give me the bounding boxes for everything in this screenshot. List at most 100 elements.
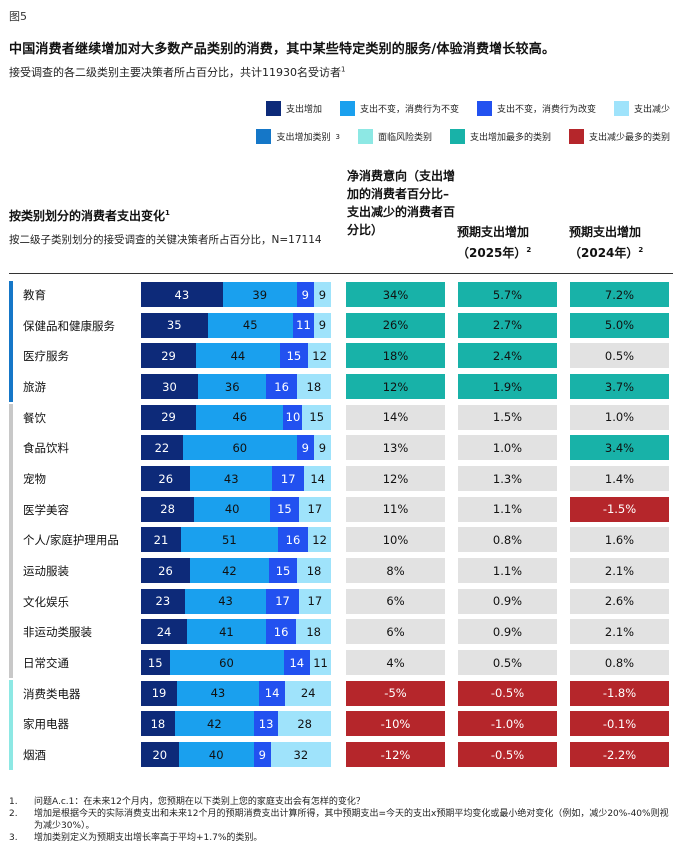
expected-2024-cell: 7.2%	[570, 282, 669, 307]
bar-segment-2: 60	[169, 650, 284, 676]
bar-segment-3: 9	[296, 282, 314, 307]
bar-segment-3: 14	[258, 680, 286, 706]
bar-segment-3: 15	[279, 343, 309, 369]
bar-segment-4: 11	[310, 650, 331, 676]
footnote: 3. 增加类别定义为预期支出增长率高于平均+1.7%的类别。	[9, 832, 674, 844]
net-intent-cell: -12%	[346, 742, 445, 768]
column-header-2025-footnote-mark: 2	[526, 246, 532, 254]
footnote-number: 1.	[9, 797, 18, 807]
legend-swatch	[449, 129, 465, 144]
footnote-text: 问题A.c.1：在未来12个月内，您预期在以下类别上您的家庭支出会有怎样的变化？	[34, 797, 365, 807]
bar-segment-3: 14	[283, 650, 311, 676]
footnote-text: 增加是根据今天的实际消费支出和未来12个月的预期消费支出计算所得，其中预期支出=…	[34, 809, 669, 831]
expected-2024-cell: 1.4%	[570, 466, 669, 492]
table-row: 运动服装 26 42 15 18 8% 1.1% 2.1%	[0, 556, 680, 587]
bar-segment-4: 9	[313, 435, 331, 461]
bar-segment-1: 23	[141, 588, 185, 614]
chart-title: 中国消费者继续增加对大多数产品类别的消费，其中某些特定类别的服务/体验消费增长较…	[9, 42, 556, 57]
stacked-bar: 26 42 15 18	[141, 558, 331, 584]
legend-swatch	[613, 101, 629, 116]
expected-2025-cell: 1.9%	[458, 374, 557, 399]
expected-2025-cell: 2.7%	[458, 312, 557, 338]
expected-2025-cell: 0.8%	[458, 527, 557, 553]
stacked-bar: 22 60 9 9	[141, 435, 331, 461]
bar-segment-2: 45	[207, 312, 293, 338]
legend-label: 支出不变，消费行为改变	[496, 105, 596, 115]
bar-segment-2: 40	[178, 742, 254, 768]
legend-row-categories: 支出增加类别 3 面临风险类别 支出增加最多的类别 支出减少最多的类别	[256, 129, 670, 144]
legend-row-bars: 支出增加 支出不变，消费行为不变 支出不变，消费行为改变 支出减少	[265, 101, 670, 116]
bar-segment-2: 44	[196, 343, 280, 369]
legend-bars-item-1: 支出不变，消费行为不变	[339, 101, 459, 116]
group-indicator-bar	[9, 679, 13, 770]
table-row: 医疗服务 29 44 15 12 18% 2.4% 0.5%	[0, 341, 680, 372]
expected-2025-cell: 1.1%	[458, 496, 557, 522]
expected-2024-cell: -1.8%	[570, 680, 669, 706]
legend-categories-item-0: 支出增加类别 3	[256, 129, 340, 144]
table-row: 非运动类服装 24 41 16 18 6% 0.9% 2.1%	[0, 617, 680, 648]
category-label: 个人/家庭护理用品	[23, 533, 119, 548]
stacked-bar: 43 39 9 9	[141, 282, 331, 307]
bar-segment-3: 15	[268, 558, 298, 584]
figure-label: 图5	[9, 10, 27, 23]
footnote: 1. 问题A.c.1：在未来12个月内，您预期在以下类别上您的家庭支出会有怎样的变…	[9, 796, 674, 808]
net-intent-cell: 4%	[346, 650, 445, 676]
bar-segment-3: 16	[265, 619, 297, 645]
table-row: 教育 43 39 9 9 34% 5.7% 7.2%	[0, 280, 680, 311]
net-intent-cell: 34%	[346, 282, 445, 307]
bar-segment-2: 39	[222, 282, 297, 307]
bar-segment-1: 35	[141, 312, 208, 338]
expected-2025-cell: 1.1%	[458, 558, 557, 584]
legend-categories-item-3: 支出减少最多的类别	[568, 129, 670, 144]
legend-bars-item-2: 支出不变，消费行为改变	[476, 101, 596, 116]
bar-segment-1: 18	[141, 711, 175, 737]
bar-segment-4: 15	[302, 404, 331, 430]
bar-segment-4: 24	[285, 680, 331, 706]
stacked-bar: 20 40 9 32	[141, 742, 331, 768]
column-header-2024-footnote-mark: 2	[638, 246, 644, 254]
bar-segment-3: 9	[296, 435, 314, 461]
legend-categories-item-2: 支出增加最多的类别	[449, 129, 551, 144]
table-row: 个人/家庭护理用品 21 51 16 12 10% 0.8% 1.6%	[0, 525, 680, 556]
legend-footnote-mark: 3	[335, 132, 340, 141]
expected-2025-cell: -0.5%	[458, 680, 557, 706]
expected-2025-cell: -0.5%	[458, 742, 557, 768]
category-label: 餐饮	[23, 410, 46, 425]
stacked-bar: 21 51 16 12	[141, 527, 331, 553]
net-intent-cell: 12%	[346, 374, 445, 399]
legend-categories-item-1: 面临风险类别	[357, 129, 432, 144]
bar-segment-1: 22	[141, 435, 183, 461]
bar-segment-2: 43	[190, 466, 273, 492]
table-row: 食品饮料 22 60 9 9 13% 1.0% 3.4%	[0, 433, 680, 464]
table-row: 烟酒 20 40 9 32 -12% -0.5% -2.2%	[0, 740, 680, 771]
expected-2024-cell: 3.7%	[570, 374, 669, 399]
header-divider	[9, 273, 673, 274]
bar-segment-2: 51	[180, 527, 278, 553]
net-intent-cell: 12%	[346, 466, 445, 492]
expected-2025-cell: 0.9%	[458, 619, 557, 645]
stacked-bar: 19 43 14 24	[141, 680, 331, 706]
bar-segment-4: 18	[296, 619, 331, 645]
legend-bars-item-0: 支出增加	[265, 101, 322, 116]
expected-2025-cell: 1.5%	[458, 404, 557, 430]
net-intent-cell: 13%	[346, 435, 445, 461]
section-title: 按类别划分的消费者支出变化1	[9, 207, 170, 224]
bar-segment-3: 13	[253, 711, 279, 737]
bar-segment-2: 41	[187, 619, 266, 645]
expected-2025-cell: 0.5%	[458, 650, 557, 676]
bar-segment-3: 17	[266, 588, 299, 614]
net-intent-cell: 6%	[346, 588, 445, 614]
net-intent-cell: 14%	[346, 404, 445, 430]
bar-segment-2: 43	[177, 680, 259, 706]
expected-2024-cell: -2.2%	[570, 742, 669, 768]
legend-label: 支出减少最多的类别	[588, 133, 670, 143]
net-intent-cell: 26%	[346, 312, 445, 338]
expected-2025-cell: 2.4%	[458, 343, 557, 369]
bar-segment-2: 43	[184, 588, 267, 614]
category-label: 文化娱乐	[23, 594, 69, 609]
bar-segment-1: 15	[141, 650, 170, 676]
bar-segment-4: 17	[298, 588, 331, 614]
table-row: 医学美容 28 40 15 17 11% 1.1% -1.5%	[0, 495, 680, 526]
legend-label: 面临风险类别	[377, 133, 432, 143]
bar-segment-2: 40	[194, 496, 271, 522]
